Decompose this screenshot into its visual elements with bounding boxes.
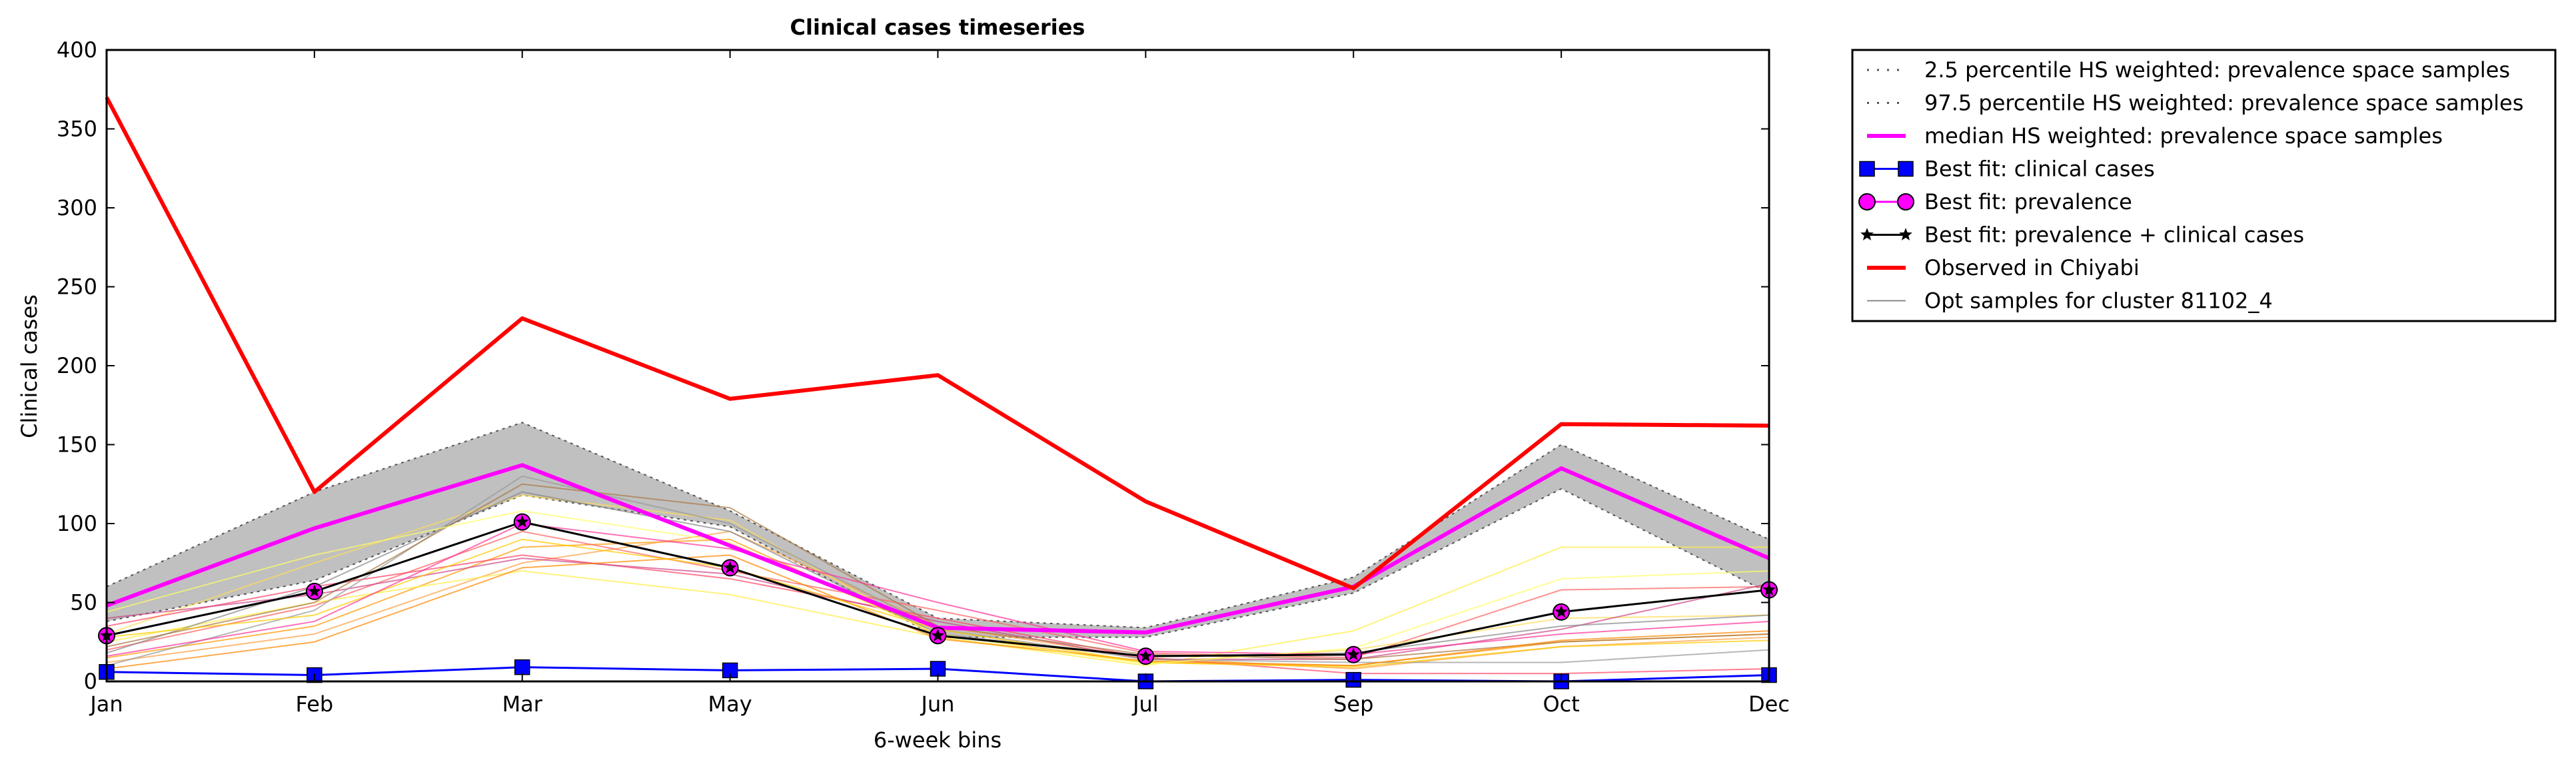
series-4-point-3: [515, 515, 529, 528]
series-2-point-3: [514, 659, 530, 675]
opt-sample-line-3: [106, 530, 1770, 659]
opt-sample-line-4: [106, 546, 1769, 667]
series-4-point-4: [723, 561, 737, 574]
legend-label-4: Best fit: clinical cases: [1924, 157, 2155, 182]
series-4-point-8: [1555, 605, 1568, 618]
y-tick-label: 300: [57, 195, 97, 220]
y-tick-label: 50: [70, 590, 97, 615]
y-tick-label: 0: [84, 669, 97, 694]
y-tick-label: 350: [57, 117, 97, 142]
legend-label-8: Opt samples for cluster 81102_4: [1924, 288, 2273, 314]
legend-marker-5: [1858, 193, 1876, 210]
opt-sample-line-13: [106, 522, 1770, 657]
chart-title: Clinical cases timeseries: [790, 15, 1085, 40]
series-lines: [98, 96, 1778, 689]
legend-label-5: Best fit: prevalence: [1924, 189, 2132, 214]
legend-box: [1851, 49, 2557, 322]
x-tick-label: May: [708, 691, 752, 717]
series-line-5: [105, 96, 1770, 591]
y-tick-label: 400: [57, 37, 97, 63]
legend-marker-6: [1899, 228, 1912, 240]
legend-label-2: 97.5 percentile HS weighted: prevalence …: [1924, 91, 2523, 116]
legend-label-3: median HS weighted: prevalence space sam…: [1924, 123, 2443, 149]
y-tick-label: 250: [57, 274, 97, 300]
x-tick-label: Feb: [296, 691, 334, 717]
y-tick-label: 100: [57, 511, 97, 536]
legend-label-7: Observed in Chiyabi: [1924, 255, 2140, 280]
x-tick-label: Jun: [920, 691, 955, 717]
legend: 2.5 percentile HS weighted: prevalence s…: [1851, 49, 2557, 322]
x-axis: Jan Feb Mar May Jun Jul Sep Oct Dec: [89, 50, 1790, 717]
legend-marker-5: [1897, 193, 1914, 210]
series-4-point-2: [308, 584, 321, 597]
y-tick-label: 200: [57, 353, 97, 378]
x-tick-label: Oct: [1543, 691, 1579, 717]
x-axis-label: 6-week bins: [874, 727, 1001, 753]
legend-marker-4: [1898, 161, 1914, 177]
legend-marker-4: [1859, 161, 1875, 177]
x-tick-label: Jul: [1131, 691, 1159, 717]
y-tick-label: 150: [57, 432, 97, 458]
opt-sample-line-6: [106, 554, 1770, 675]
y-axis: 0 50 100 150 200 250 300 350 400: [57, 37, 1769, 694]
series-4-point-6: [1139, 649, 1153, 662]
x-tick-label: Mar: [502, 691, 543, 717]
x-tick-label: Dec: [1748, 691, 1790, 717]
series-4-point-5: [931, 628, 945, 641]
legend-label-1: 2.5 percentile HS weighted: prevalence s…: [1924, 57, 2510, 83]
y-axis-label: Clinical cases: [17, 294, 42, 438]
series-4-point-7: [1347, 647, 1361, 661]
plot-area: [98, 49, 1778, 689]
x-tick-label: Sep: [1333, 691, 1373, 717]
legend-label-6: Best fit: prevalence + clinical cases: [1924, 222, 2304, 248]
opt-sample-line-7: [106, 558, 1770, 660]
legend-marker-6: [1860, 228, 1874, 240]
x-tick-label: Jan: [89, 691, 123, 717]
